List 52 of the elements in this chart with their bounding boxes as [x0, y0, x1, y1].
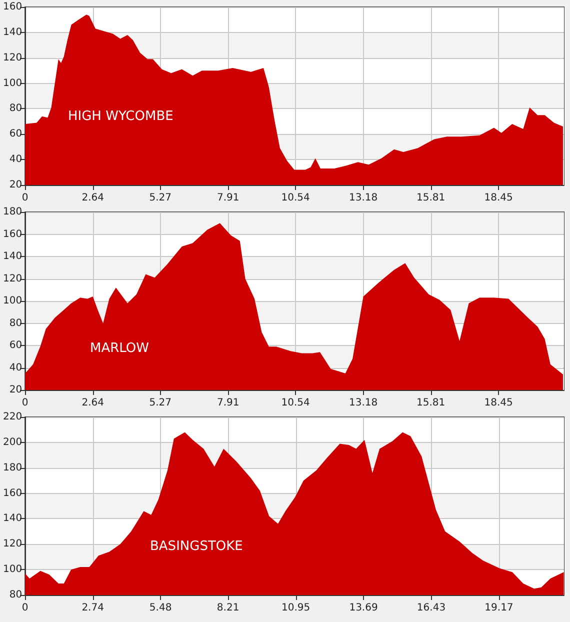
x-tick-label: 10.95	[281, 602, 310, 614]
y-tick-label: 160	[2, 2, 22, 12]
x-tick-label: 19.17	[484, 602, 514, 614]
x-tick-label: 18.45	[484, 192, 513, 204]
x-tick-label: 5.27	[149, 192, 172, 204]
annotation: MARLOW	[90, 341, 150, 356]
x-tick-label: 5.27	[149, 398, 172, 408]
x-tick-label: 5.48	[149, 602, 172, 614]
x-tick-label: 15.81	[416, 192, 446, 204]
y-tick-label: 80	[9, 590, 22, 600]
y-tick-label: 80	[9, 318, 22, 329]
y-tick-label: 80	[9, 103, 22, 114]
y-tick-label: 20	[9, 384, 22, 396]
x-tick-label: 2.74	[82, 602, 104, 614]
x-tick-label: 18.45	[484, 398, 513, 408]
y-tick-label: 140	[2, 26, 22, 38]
y-tick-label: 200	[2, 436, 22, 448]
y-tick-label: 20	[9, 180, 22, 190]
x-tick-label: 0	[22, 602, 28, 614]
x-tick-label: 10.54	[281, 192, 310, 204]
x-tick-label: 0	[22, 192, 28, 204]
y-tick-label: 140	[2, 251, 22, 262]
y-tick-label: 180	[2, 462, 22, 474]
y-tick-label: 60	[9, 128, 22, 140]
y-tick-label: 120	[2, 52, 22, 64]
y-tick-label: 160	[2, 488, 22, 499]
annotation: HIGH WYCOMBE	[68, 109, 174, 124]
x-tick-label: 7.91	[216, 192, 240, 204]
x-tick-label: 13.18	[349, 398, 378, 408]
x-tick-label: 13.69	[349, 602, 378, 614]
y-tick-label: 100	[2, 78, 22, 89]
y-tick-label: 140	[2, 513, 22, 524]
x-tick-label: 0	[22, 398, 28, 408]
y-tick-label: 220	[2, 412, 22, 422]
y-tick-label: 120	[2, 273, 22, 284]
annotation: BASINGSTOKE	[150, 539, 243, 554]
x-tick-label: 10.54	[281, 398, 310, 408]
y-tick-label: 40	[9, 154, 22, 166]
x-tick-label: 2.64	[82, 398, 104, 408]
y-tick-label: 40	[9, 362, 22, 374]
y-tick-label: 100	[2, 296, 22, 306]
y-tick-label: 100	[2, 564, 22, 576]
x-tick-label: 7.91	[216, 398, 240, 408]
x-tick-label: 2.64	[82, 192, 104, 204]
x-tick-label: 15.81	[416, 398, 446, 408]
y-tick-label: 180	[2, 206, 22, 218]
y-tick-label: 60	[9, 340, 22, 351]
y-tick-label: 160	[2, 228, 22, 240]
x-tick-label: 13.18	[349, 192, 378, 204]
x-tick-label: 16.43	[416, 602, 446, 614]
y-tick-label: 120	[2, 538, 22, 550]
x-tick-label: 8.21	[216, 602, 240, 614]
